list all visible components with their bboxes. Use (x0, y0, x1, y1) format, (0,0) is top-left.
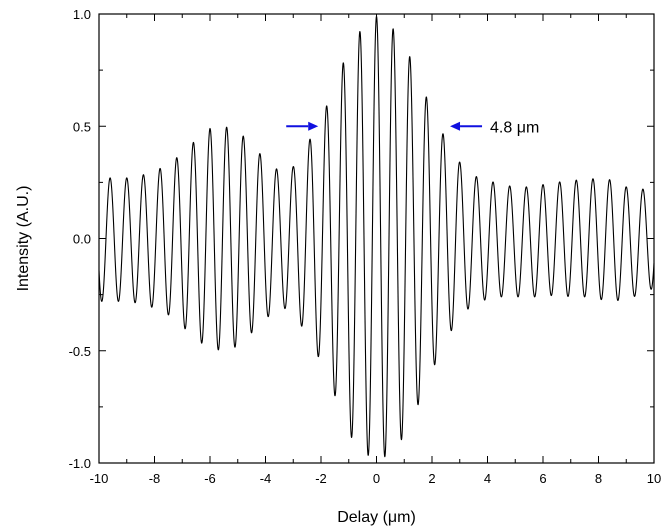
y-tick-label: -1.0 (69, 456, 91, 471)
annotation-label: 4.8 μm (490, 119, 539, 136)
x-tick-label: 6 (539, 471, 546, 486)
right-arrow-head (450, 121, 461, 131)
plot-frame (98, 13, 655, 464)
x-tick-label: 0 (373, 471, 380, 486)
plot-area (98, 15, 655, 458)
x-tick-label: -4 (260, 471, 272, 486)
x-tick-label: 10 (647, 471, 661, 486)
x-tick-label: -2 (315, 471, 327, 486)
x-tick-label: -6 (204, 471, 216, 486)
y-tick-label: -0.5 (69, 344, 91, 359)
signal-line (98, 15, 655, 458)
x-tick-label: 8 (595, 471, 602, 486)
annotation (286, 121, 483, 131)
left-arrow-head (308, 121, 319, 131)
y-tick-label: 0.0 (73, 232, 91, 247)
axes: -10 -8 -6 -4 -2 0 2 4 6 8 10 -1.0 -0.5 0.0 0.5 1.0 (69, 7, 662, 486)
x-tick-label: 4 (484, 471, 491, 486)
x-tick-label: 2 (428, 471, 435, 486)
x-tick-label: -8 (149, 471, 161, 486)
y-tick-label: 0.5 (73, 119, 91, 134)
y-tick-label: 1.0 (73, 7, 91, 22)
x-axis-label: Delay (μm) (337, 509, 416, 526)
y-axis-label: Intensity (A.U.) (15, 186, 32, 292)
x-tick-label: -10 (90, 471, 109, 486)
